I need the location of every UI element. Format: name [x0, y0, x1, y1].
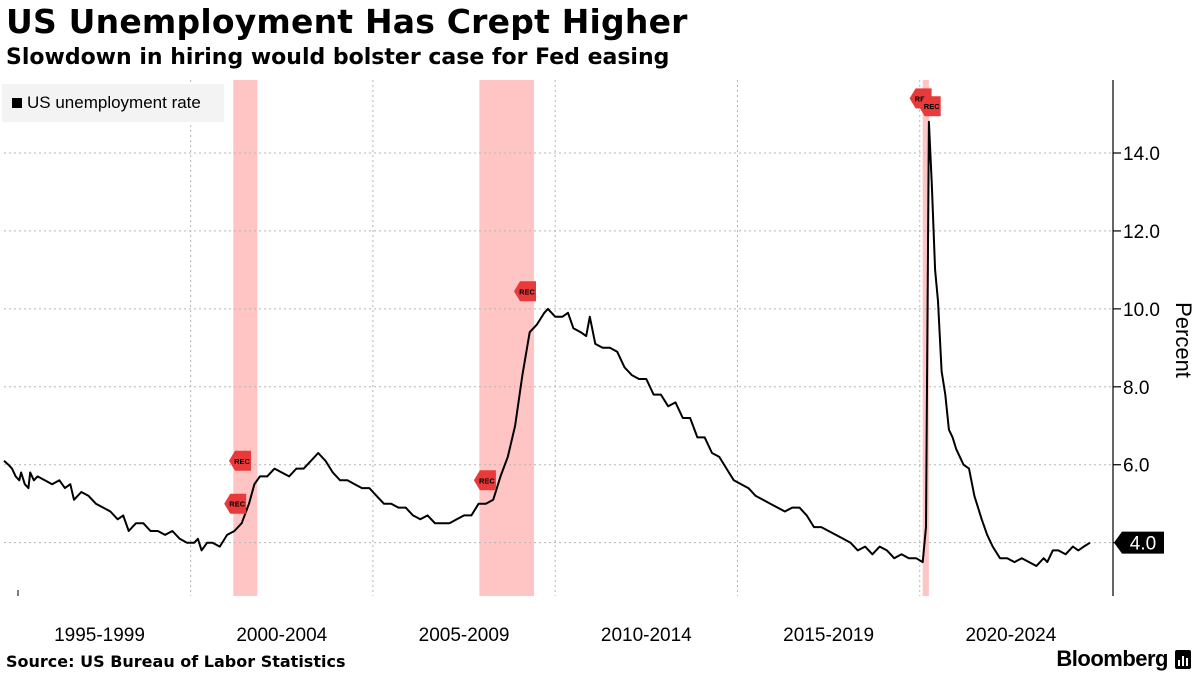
rec-marker-label: REC — [519, 287, 535, 296]
recession-band-3 — [922, 80, 929, 596]
rec-marker-1: REC — [229, 450, 251, 471]
x-tick-label: 2015-2019 — [783, 625, 874, 646]
x-tick-label: 2020-2024 — [965, 625, 1056, 646]
series-line-0 — [3, 120, 1091, 567]
x-tick-label: 2005-2009 — [419, 625, 510, 646]
x-tick-label: 2010-2014 — [601, 625, 692, 646]
chart-title: US Unemployment Has Crept Higher — [6, 2, 688, 41]
rec-marker-4: REC — [514, 281, 536, 302]
rec-marker-shape — [918, 96, 941, 117]
rec-marker-label: REC — [924, 102, 940, 111]
bloomberg-badge-icon — [1175, 650, 1191, 669]
y-tick-label: 14.0 — [1123, 144, 1160, 165]
source-note: Source: US Bureau of Labor Statistics — [6, 652, 346, 671]
y-tick-label: 8.0 — [1123, 378, 1149, 399]
x-tick-label: 1995-1999 — [54, 625, 145, 646]
rec-marker-shape — [514, 281, 536, 302]
last-value-badge — [1114, 531, 1164, 554]
x-tick-label: 2000-2004 — [236, 625, 327, 646]
rec-marker-6: REC — [918, 96, 941, 117]
last-value-label: 4.0 — [1130, 534, 1156, 555]
rec-marker-label: REC — [234, 457, 250, 466]
rec-marker-3: REC — [473, 470, 496, 491]
legend-swatch — [12, 98, 22, 108]
rec-marker-2: REC — [224, 493, 247, 514]
y-axis-label: Percent — [1171, 302, 1196, 378]
bloomberg-logo: Bloomberg — [1056, 646, 1168, 671]
rec-marker-shape — [224, 493, 247, 514]
legend-entry: US unemployment rate — [27, 93, 201, 112]
chart-subtitle: Slowdown in hiring would bolster case fo… — [6, 45, 670, 70]
recession-band-1 — [233, 80, 258, 596]
y-tick-label: 6.0 — [1123, 456, 1149, 477]
rec-marker-shape — [229, 450, 251, 471]
y-tick-label: 12.0 — [1123, 222, 1160, 243]
rec-marker-label: REC — [229, 500, 245, 509]
rec-marker-label: REC — [915, 94, 931, 103]
legend: US unemployment rate — [2, 84, 224, 122]
y-tick-label: 10.0 — [1123, 300, 1160, 321]
rec-marker-shape — [473, 470, 496, 491]
rec-marker-label: REC — [479, 476, 495, 485]
recession-band-2 — [479, 80, 535, 596]
